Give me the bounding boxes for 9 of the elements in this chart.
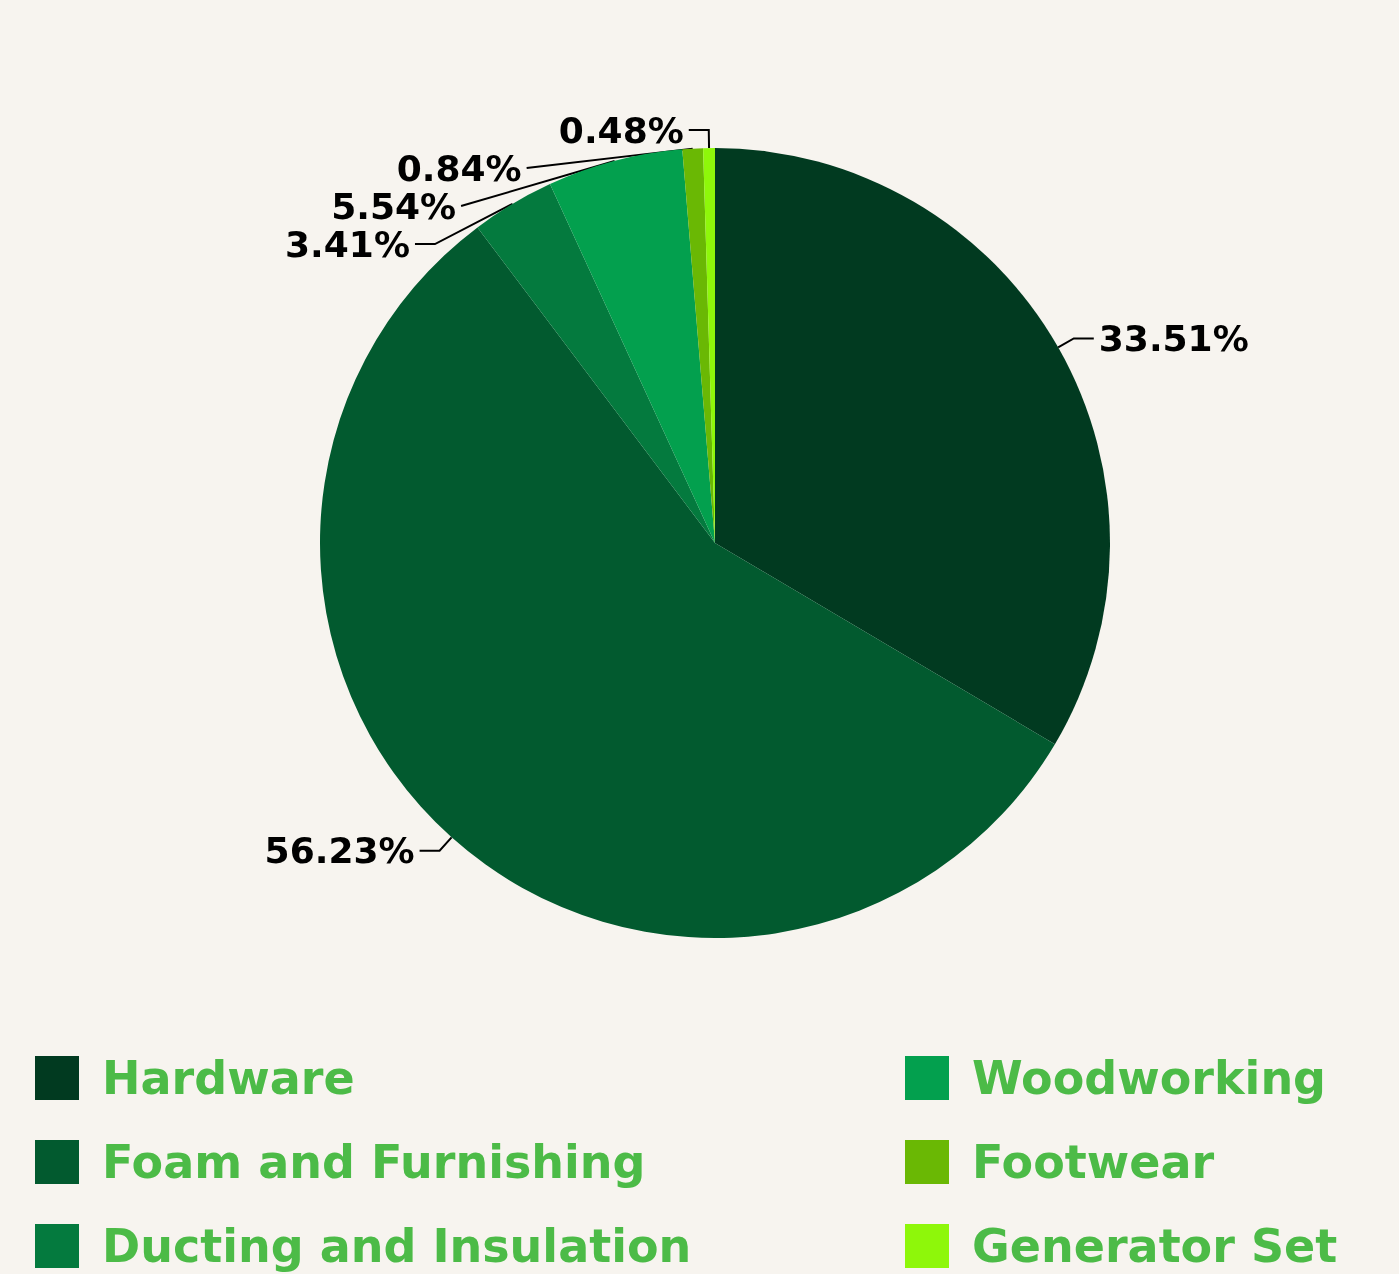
legend-label: Ducting and Insulation xyxy=(102,1219,692,1273)
data-label: 33.51% xyxy=(1098,317,1249,359)
legend-label: Hardware xyxy=(102,1051,355,1105)
legend-label: Woodworking xyxy=(972,1051,1327,1105)
data-label: 0.48% xyxy=(558,109,684,151)
data-label: 56.23% xyxy=(264,830,415,872)
legend-label: Foam and Furnishing xyxy=(102,1135,646,1189)
legend-label: Footwear xyxy=(972,1135,1215,1189)
legend-label: Generator Set xyxy=(972,1219,1338,1273)
